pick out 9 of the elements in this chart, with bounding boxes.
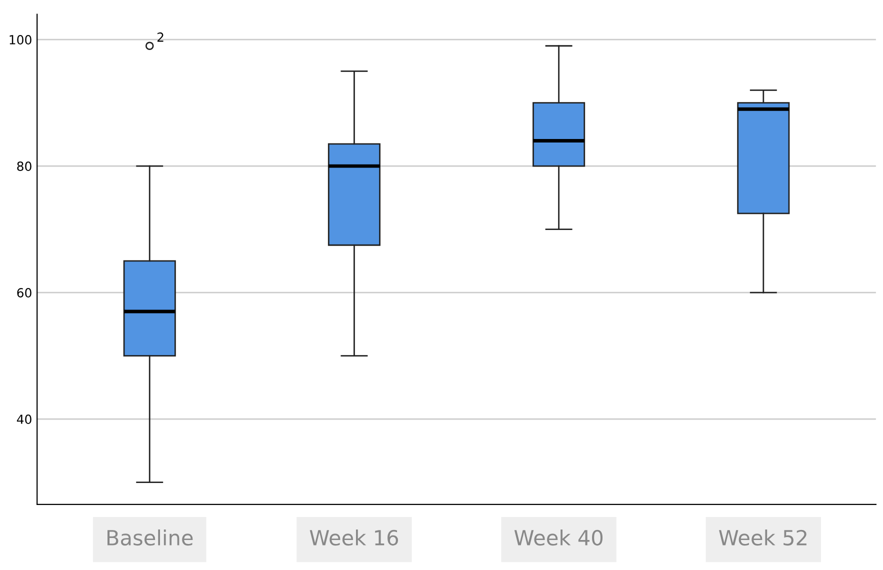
x-tick-label: Baseline (107, 529, 193, 546)
x-tick-label: Week 40 (514, 529, 603, 546)
y-tick-label: 40 (16, 414, 32, 424)
y-tick-label: 60 (17, 288, 32, 298)
x-tick-label: Week 16 (310, 529, 398, 546)
y-tick-label: 80 (17, 162, 32, 171)
annotation: 2 (157, 32, 164, 42)
y-tick-label: 100 (10, 35, 32, 44)
x-tick-label: Week 52 (718, 529, 806, 546)
